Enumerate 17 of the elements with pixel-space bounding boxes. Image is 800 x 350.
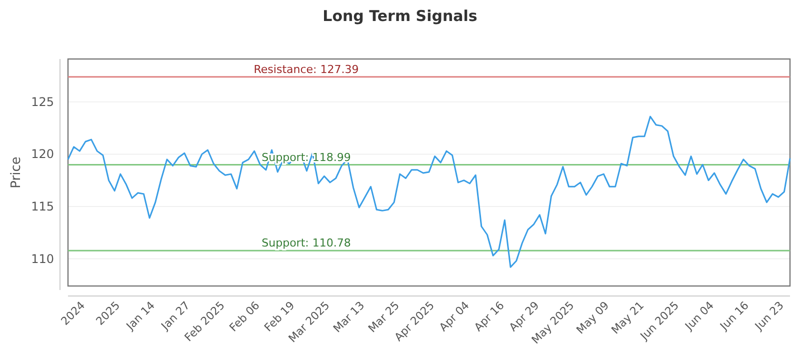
y-axis-title: Price (9, 156, 24, 188)
y-tick-label: 120 (31, 147, 54, 162)
x-tick-label: Feb 06 (226, 298, 262, 334)
x-tick-label: Jun 16 (716, 298, 752, 334)
x-tick-label: Apr 16 (472, 298, 507, 334)
y-tick-label: 125 (31, 94, 54, 109)
x-tick-label: Jun 23 (752, 298, 786, 334)
ref-line-label: Resistance: 127.39 (254, 62, 359, 76)
x-tick-label: Jan 14 (123, 298, 158, 334)
y-tick-label: 115 (31, 200, 54, 214)
x-tick-label: Mar 13 (330, 298, 368, 336)
line-series (67, 116, 791, 268)
chart-title: Long Term Signals (322, 7, 478, 25)
x-tick-label: Jun 04 (682, 298, 716, 334)
x-tick-label: Apr 04 (436, 298, 472, 334)
y-tick-label: 110 (31, 252, 54, 266)
ref-line-label: Support: 110.78 (262, 236, 351, 250)
